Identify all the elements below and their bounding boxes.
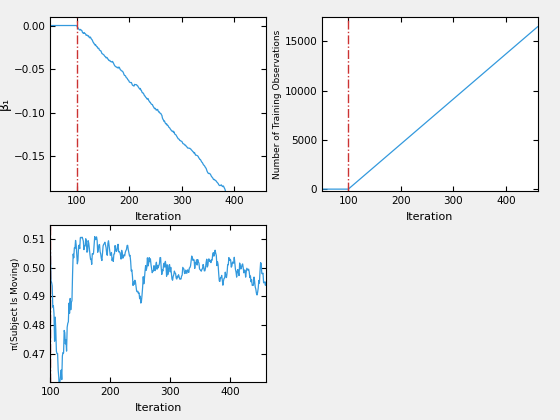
Y-axis label: β₁: β₁ [0, 97, 11, 110]
X-axis label: Iteration: Iteration [134, 403, 182, 412]
Y-axis label: π(Subject Is Moving): π(Subject Is Moving) [11, 257, 20, 349]
Y-axis label: Number of Training Observations: Number of Training Observations [273, 29, 282, 178]
X-axis label: Iteration: Iteration [406, 212, 454, 221]
X-axis label: Iteration: Iteration [134, 212, 182, 221]
